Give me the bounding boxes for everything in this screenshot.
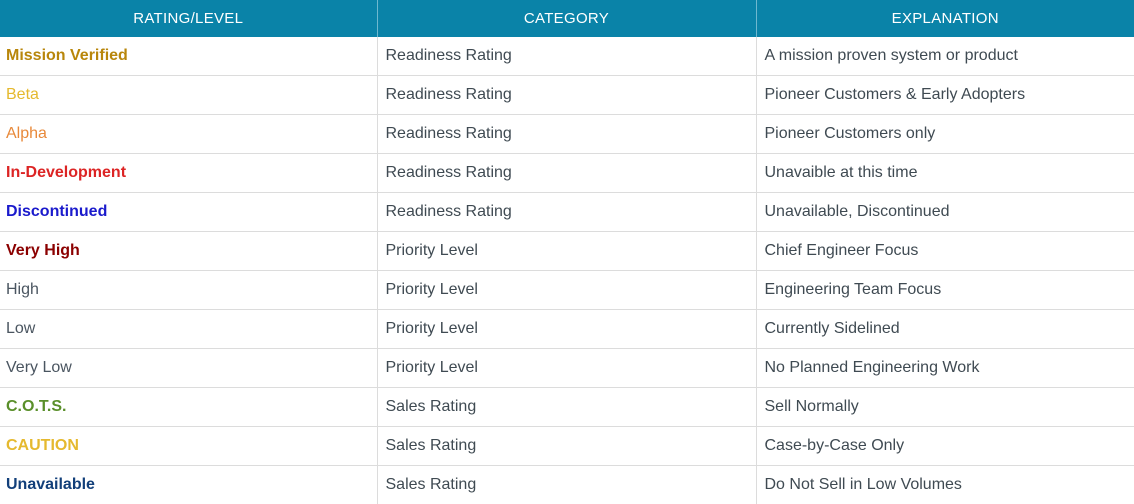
category-cell: Readiness Rating <box>377 37 756 76</box>
rating-cell: Discontinued <box>0 193 377 232</box>
table-row: High Priority Level Engineering Team Foc… <box>0 271 1134 310</box>
table-row: Low Priority Level Currently Sidelined <box>0 310 1134 349</box>
rating-cell: Unavailable <box>0 466 377 504</box>
rating-cell: High <box>0 271 377 310</box>
explanation-cell: Do Not Sell in Low Volumes <box>756 466 1134 504</box>
table-row: Very Low Priority Level No Planned Engin… <box>0 349 1134 388</box>
explanation-cell: Case-by-Case Only <box>756 427 1134 466</box>
explanation-cell: Pioneer Customers & Early Adopters <box>756 76 1134 115</box>
category-cell: Priority Level <box>377 349 756 388</box>
category-cell: Priority Level <box>377 310 756 349</box>
explanation-cell: Unavaible at this time <box>756 154 1134 193</box>
explanation-cell: Pioneer Customers only <box>756 115 1134 154</box>
rating-cell: C.O.T.S. <box>0 388 377 427</box>
category-cell: Readiness Rating <box>377 115 756 154</box>
explanation-cell: Chief Engineer Focus <box>756 232 1134 271</box>
table-row: Alpha Readiness Rating Pioneer Customers… <box>0 115 1134 154</box>
table-body: Mission Verified Readiness Rating A miss… <box>0 37 1134 504</box>
category-cell: Readiness Rating <box>377 154 756 193</box>
rating-cell: Mission Verified <box>0 37 377 76</box>
explanation-cell: Engineering Team Focus <box>756 271 1134 310</box>
table-row: Beta Readiness Rating Pioneer Customers … <box>0 76 1134 115</box>
rating-cell: Beta <box>0 76 377 115</box>
explanation-cell: No Planned Engineering Work <box>756 349 1134 388</box>
explanation-cell: Currently Sidelined <box>756 310 1134 349</box>
table-row: Mission Verified Readiness Rating A miss… <box>0 37 1134 76</box>
category-cell: Readiness Rating <box>377 76 756 115</box>
category-cell: Sales Rating <box>377 427 756 466</box>
table-row: Unavailable Sales Rating Do Not Sell in … <box>0 466 1134 504</box>
category-cell: Readiness Rating <box>377 193 756 232</box>
header-explanation: EXPLANATION <box>756 0 1134 37</box>
table-row: C.O.T.S. Sales Rating Sell Normally <box>0 388 1134 427</box>
rating-cell: Alpha <box>0 115 377 154</box>
rating-cell: CAUTION <box>0 427 377 466</box>
header-row: RATING/LEVEL CATEGORY EXPLANATION <box>0 0 1134 37</box>
table-row: Very High Priority Level Chief Engineer … <box>0 232 1134 271</box>
rating-cell: Low <box>0 310 377 349</box>
table-row: In-Development Readiness Rating Unavaibl… <box>0 154 1134 193</box>
table-header: RATING/LEVEL CATEGORY EXPLANATION <box>0 0 1134 37</box>
table-row: CAUTION Sales Rating Case-by-Case Only <box>0 427 1134 466</box>
header-rating-level: RATING/LEVEL <box>0 0 377 37</box>
category-cell: Sales Rating <box>377 466 756 504</box>
category-cell: Priority Level <box>377 232 756 271</box>
category-cell: Sales Rating <box>377 388 756 427</box>
explanation-cell: A mission proven system or product <box>756 37 1134 76</box>
rating-cell: Very High <box>0 232 377 271</box>
header-category: CATEGORY <box>377 0 756 37</box>
rating-cell: Very Low <box>0 349 377 388</box>
explanation-cell: Sell Normally <box>756 388 1134 427</box>
category-cell: Priority Level <box>377 271 756 310</box>
rating-cell: In-Development <box>0 154 377 193</box>
explanation-cell: Unavailable, Discontinued <box>756 193 1134 232</box>
table-row: Discontinued Readiness Rating Unavailabl… <box>0 193 1134 232</box>
